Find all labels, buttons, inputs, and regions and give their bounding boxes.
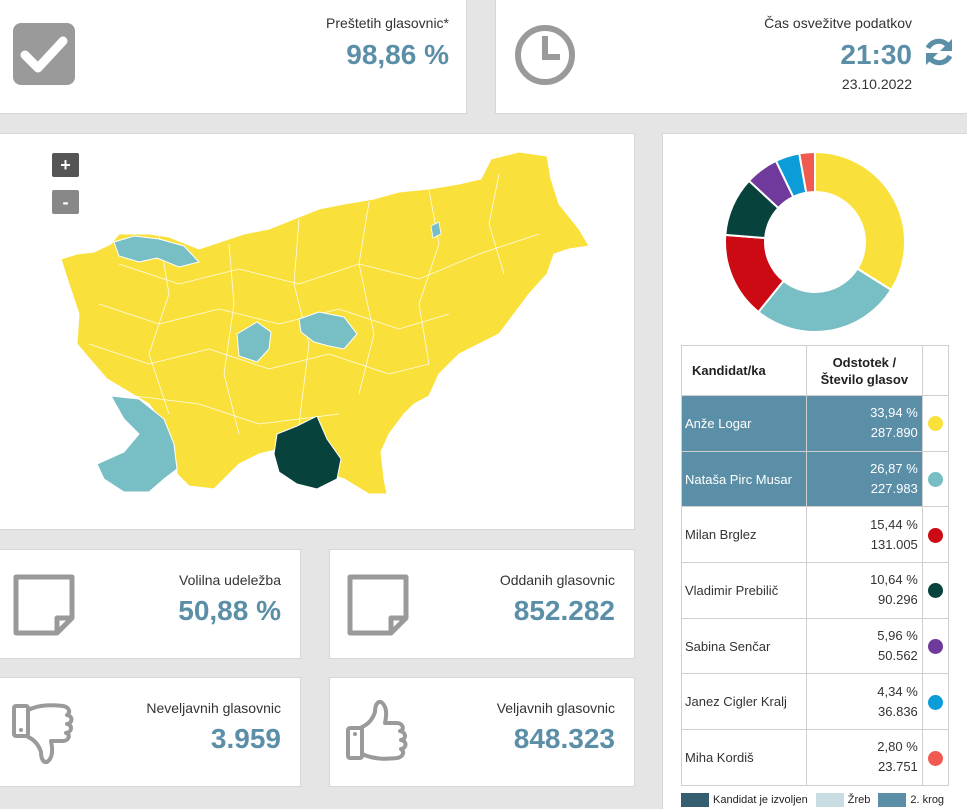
invalid-value: 3.959 [210, 723, 281, 754]
candidate-result: 10,64 % 90.296 [805, 562, 923, 619]
candidate-percent: 4,34 % [877, 683, 918, 699]
candidate-row[interactable]: Miha Kordiš 2,80 % 23.751 [681, 729, 950, 786]
counted-value: 98,86 % [346, 39, 449, 70]
candidate-percent: 26,87 % [870, 461, 918, 477]
invalid-label: Neveljavnih glasovnic [146, 700, 281, 716]
candidate-row[interactable]: Janez Cigler Kralj 4,34 % 36.836 [681, 673, 950, 731]
candidate-votes: 23.751 [878, 759, 918, 775]
legend-elected-label: Kandidat je izvoljen [713, 794, 808, 806]
refresh-time: 21:30 [840, 39, 912, 70]
candidate-color-dot [927, 639, 943, 655]
candidate-percent: 33,94 % [870, 405, 918, 421]
cast-label: Oddanih glasovnic [499, 572, 615, 588]
candidate-color-dot [927, 472, 943, 488]
header-percent-line2: Število glasov [820, 371, 909, 387]
refresh-label: Čas osvežitve podatkov [764, 15, 912, 31]
turnout-label: Volilna udeležba [179, 572, 281, 588]
candidate-votes: 36.836 [878, 703, 918, 719]
candidate-percent: 5,96 % [877, 628, 918, 644]
checkmark-icon [13, 23, 75, 90]
refresh-date: 23.10.2022 [841, 76, 912, 92]
candidates-table: Kandidat/ka Odstotek / Število glasov An… [681, 345, 950, 786]
header-color [921, 345, 950, 396]
candidate-color-cell [921, 562, 950, 619]
header-name: Kandidat/ka [681, 345, 807, 396]
candidate-name: Sabina Senčar [681, 617, 807, 675]
legend: Kandidat je izvoljen Žreb 2. krog [681, 793, 944, 807]
clock-icon [513, 23, 577, 92]
candidate-votes: 287.890 [870, 425, 918, 441]
header-percent-line1: Odstotek / [832, 354, 897, 370]
legend-runoff-swatch [878, 793, 907, 807]
turnout-value: 50,88 % [178, 595, 281, 626]
candidate-result: 15,44 % 131.005 [805, 506, 923, 564]
candidate-percent: 2,80 % [877, 739, 918, 755]
map-card: + - [0, 133, 635, 530]
candidate-percent: 10,64 % [870, 572, 918, 588]
thumbs-up-icon [345, 698, 411, 769]
counted-card: Preštetih glasovnic* 98,86 % [0, 0, 467, 114]
candidate-color-cell [921, 617, 950, 675]
candidate-result: 2,80 % 23.751 [805, 729, 923, 786]
zoom-out-button[interactable]: - [52, 190, 79, 214]
candidate-votes: 227.983 [870, 481, 918, 497]
document-icon [347, 574, 409, 641]
document-icon [13, 574, 75, 641]
candidate-result: 4,34 % 36.836 [805, 673, 923, 731]
valid-value: 848.323 [513, 723, 615, 754]
slovenia-map[interactable] [0, 134, 636, 531]
candidate-result: 5,96 % 50.562 [805, 617, 923, 675]
candidate-color-cell [921, 729, 950, 786]
legend-elected-swatch [681, 793, 709, 807]
candidate-color-cell [921, 506, 950, 564]
candidate-color-dot [927, 694, 943, 710]
candidate-name: Milan Brglez [681, 506, 807, 564]
candidate-color-cell [921, 450, 950, 508]
legend-runoff-label: 2. krog [910, 794, 945, 806]
candidate-color-cell [921, 673, 950, 731]
candidate-color-cell [921, 395, 950, 452]
candidate-name: Vladimir Prebilič [681, 562, 807, 619]
legend-draw-swatch [815, 793, 844, 807]
donut-slice[interactable] [798, 150, 816, 194]
donut-slice[interactable] [814, 150, 906, 292]
candidate-color-dot [927, 583, 943, 599]
candidate-row[interactable]: Nataša Pirc Musar 26,87 % 227.983 [681, 450, 950, 508]
results-donut-chart [724, 150, 906, 333]
candidate-votes: 90.296 [878, 592, 918, 608]
counted-label: Preštetih glasovnic* [326, 15, 449, 31]
candidate-result: 33,94 % 287.890 [805, 395, 923, 452]
thumbs-down-icon [11, 700, 77, 771]
candidate-color-dot [927, 750, 943, 766]
valid-label: Veljavnih glasovnic [496, 700, 615, 716]
candidate-name: Anže Logar [681, 395, 807, 452]
refresh-icon[interactable] [922, 35, 956, 74]
candidate-votes: 131.005 [870, 536, 918, 552]
legend-draw-label: Žreb [847, 794, 871, 806]
turnout-card: Volilna udeležba 50,88 % [0, 549, 301, 659]
refresh-card: Čas osvežitve podatkov 21:30 23.10.2022 [495, 0, 967, 114]
donut-slice[interactable] [757, 267, 893, 333]
cast-value: 852.282 [513, 595, 615, 626]
candidate-color-dot [927, 527, 943, 543]
candidate-row[interactable]: Sabina Senčar 5,96 % 50.562 [681, 617, 950, 675]
candidate-row[interactable]: Vladimir Prebilič 10,64 % 90.296 [681, 562, 950, 619]
valid-card: Veljavnih glasovnic 848.323 [329, 677, 635, 787]
candidate-percent: 15,44 % [870, 516, 918, 532]
candidate-result: 26,87 % 227.983 [805, 450, 923, 508]
candidate-name: Nataša Pirc Musar [681, 450, 807, 508]
invalid-card: Neveljavnih glasovnic 3.959 [0, 677, 301, 787]
header-percent: Odstotek / Število glasov [805, 345, 923, 396]
zoom-in-button[interactable]: + [52, 153, 79, 177]
candidate-votes: 50.562 [878, 648, 918, 664]
cast-card: Oddanih glasovnic 852.282 [329, 549, 635, 659]
candidate-name: Janez Cigler Kralj [681, 673, 807, 731]
candidate-row[interactable]: Anže Logar 33,94 % 287.890 [681, 395, 950, 452]
candidate-name: Miha Kordiš [681, 729, 807, 786]
candidate-row[interactable]: Milan Brglez 15,44 % 131.005 [681, 506, 950, 564]
candidate-color-dot [927, 416, 943, 432]
